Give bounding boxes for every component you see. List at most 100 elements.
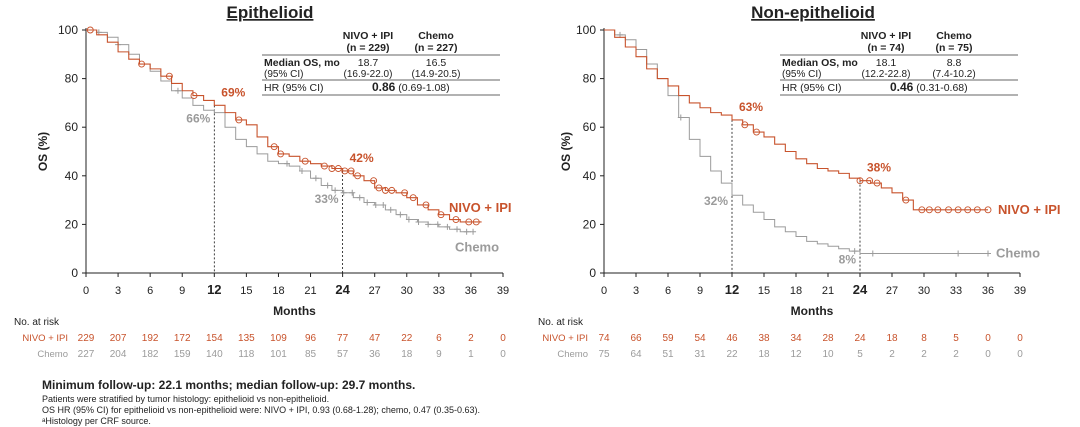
x-tick-label: 0 bbox=[601, 285, 607, 297]
nivo-censor-mark bbox=[370, 177, 378, 185]
risk-chemo-value: 10 bbox=[822, 349, 834, 360]
risk-nivo-value: 22 bbox=[401, 333, 413, 344]
nivo-censor-mark bbox=[934, 206, 942, 214]
risk-nivo-value: 59 bbox=[662, 333, 674, 344]
risk-header: No. at risk bbox=[14, 317, 60, 328]
series-label-chemo: Chemo bbox=[996, 246, 1040, 261]
chemo-censor-mark bbox=[985, 250, 991, 257]
series-label-nivo: NIVO + IPI bbox=[449, 200, 512, 215]
risk-nivo-value: 77 bbox=[337, 333, 349, 344]
x-tick-label: 3 bbox=[633, 285, 639, 297]
chemo-censor-mark bbox=[312, 175, 319, 182]
nivo-censor-mark bbox=[741, 121, 749, 129]
table-median-chemo: 8.8 bbox=[947, 57, 962, 69]
risk-nivo-value: 135 bbox=[238, 333, 255, 344]
x-tick-label: 33 bbox=[950, 285, 962, 297]
nivo-censor-mark bbox=[873, 179, 881, 187]
nivo-censor-mark bbox=[753, 128, 760, 136]
risk-nivo-value: 96 bbox=[305, 333, 317, 344]
risk-chemo-value: 36 bbox=[369, 349, 381, 360]
x-tick-label: 18 bbox=[790, 285, 802, 297]
nivo-censor-mark bbox=[918, 206, 926, 214]
risk-chemo-value: 227 bbox=[78, 349, 95, 360]
chemo-censor-mark bbox=[434, 221, 441, 228]
table-ci-chemo: (14.9-20.5) bbox=[412, 69, 461, 80]
nivo-censor-mark bbox=[347, 167, 355, 175]
risk-label-nivo: NIVO + IPI bbox=[22, 333, 68, 344]
table-hr-value: 0.46 (0.31-0.68) bbox=[890, 80, 968, 94]
y-tick-label: 60 bbox=[65, 120, 79, 134]
x-tick-label: 21 bbox=[304, 285, 316, 297]
risk-chemo-value: 0 bbox=[1017, 349, 1023, 360]
landmark-label-nivo: 42% bbox=[350, 151, 374, 165]
risk-nivo-value: 54 bbox=[694, 333, 706, 344]
nivo-censor-mark bbox=[235, 116, 243, 124]
nivo-censor-mark bbox=[856, 177, 864, 185]
chemo-censor-mark bbox=[415, 218, 422, 225]
chemo-censor-mark bbox=[332, 187, 339, 194]
hr-estimate: 0.46 bbox=[890, 80, 914, 94]
table-hr-label: HR (95% CI) bbox=[264, 82, 324, 94]
x-tick-label: 12 bbox=[725, 282, 739, 297]
risk-chemo-value: 51 bbox=[662, 349, 674, 360]
nivo-censor-mark bbox=[334, 165, 342, 172]
table-ci-nivo: (12.2-22.8) bbox=[862, 69, 911, 80]
hr-estimate: 0.86 bbox=[372, 80, 396, 94]
table-ci-label: (95% CI) bbox=[264, 69, 303, 80]
risk-nivo-value: 2 bbox=[468, 333, 474, 344]
y-tick-label: 20 bbox=[65, 217, 79, 231]
risk-nivo-value: 229 bbox=[78, 333, 95, 344]
nivo-censor-mark bbox=[973, 206, 981, 214]
chemo-censor-mark bbox=[387, 206, 394, 213]
nivo-censor-mark bbox=[472, 218, 480, 226]
risk-nivo-value: 47 bbox=[369, 333, 381, 344]
y-tick-label: 100 bbox=[58, 23, 78, 37]
risk-chemo-value: 182 bbox=[142, 349, 159, 360]
nivo-censor-mark bbox=[925, 206, 933, 214]
nivo-censor-mark bbox=[945, 206, 952, 214]
risk-chemo-value: 9 bbox=[436, 349, 442, 360]
chemo-censor-mark bbox=[955, 250, 962, 257]
chemo-censor-mark bbox=[356, 194, 363, 201]
risk-nivo-value: 172 bbox=[174, 333, 191, 344]
x-tick-label: 21 bbox=[822, 285, 834, 297]
chemo-censor-mark bbox=[380, 201, 387, 208]
risk-nivo-value: 8 bbox=[921, 333, 927, 344]
nivo-censor-mark bbox=[86, 26, 94, 34]
series-label-nivo: NIVO + IPI bbox=[998, 202, 1061, 217]
nivo-censor-mark bbox=[301, 157, 309, 165]
risk-chemo-value: 18 bbox=[758, 349, 770, 360]
chemo-censor-mark bbox=[851, 248, 858, 255]
chemo-censor-mark bbox=[405, 216, 412, 223]
chemo-censor-mark bbox=[340, 189, 347, 196]
hr-ci: (0.69-1.08) bbox=[395, 82, 449, 94]
risk-chemo-value: 2 bbox=[921, 349, 927, 360]
table-median-label: Median OS, mo bbox=[782, 57, 858, 69]
table-median-chemo: 16.5 bbox=[426, 57, 447, 69]
nivo-survival-curve bbox=[604, 29, 988, 211]
chart-title: Epithelioid bbox=[227, 3, 314, 22]
landmark-label-chemo: 8% bbox=[839, 253, 857, 267]
footnote-hr: OS HR (95% CI) for epithelioid vs non-ep… bbox=[42, 405, 480, 415]
y-tick-label: 40 bbox=[583, 169, 597, 183]
x-tick-label: 27 bbox=[886, 285, 898, 297]
risk-chemo-value: 204 bbox=[110, 349, 127, 360]
y-tick-label: 80 bbox=[583, 72, 597, 86]
chemo-censor-mark bbox=[444, 223, 451, 230]
table-ci-label: (95% CI) bbox=[782, 69, 821, 80]
nivo-censor-mark bbox=[354, 172, 362, 180]
y-tick-label: 60 bbox=[583, 120, 597, 134]
risk-chemo-value: 18 bbox=[401, 349, 413, 360]
x-tick-label: 12 bbox=[207, 282, 221, 297]
y-axis-label: OS (%) bbox=[36, 132, 50, 171]
table-hr-value: 0.86 (0.69-1.08) bbox=[372, 80, 450, 94]
risk-chemo-value: 5 bbox=[857, 349, 863, 360]
risk-nivo-value: 74 bbox=[598, 333, 610, 344]
risk-nivo-value: 24 bbox=[854, 333, 866, 344]
x-tick-label: 6 bbox=[665, 285, 671, 297]
risk-nivo-value: 154 bbox=[206, 333, 223, 344]
risk-nivo-value: 0 bbox=[985, 333, 991, 344]
table-n-nivo: (n = 229) bbox=[347, 42, 390, 54]
x-tick-label: 15 bbox=[240, 285, 252, 297]
